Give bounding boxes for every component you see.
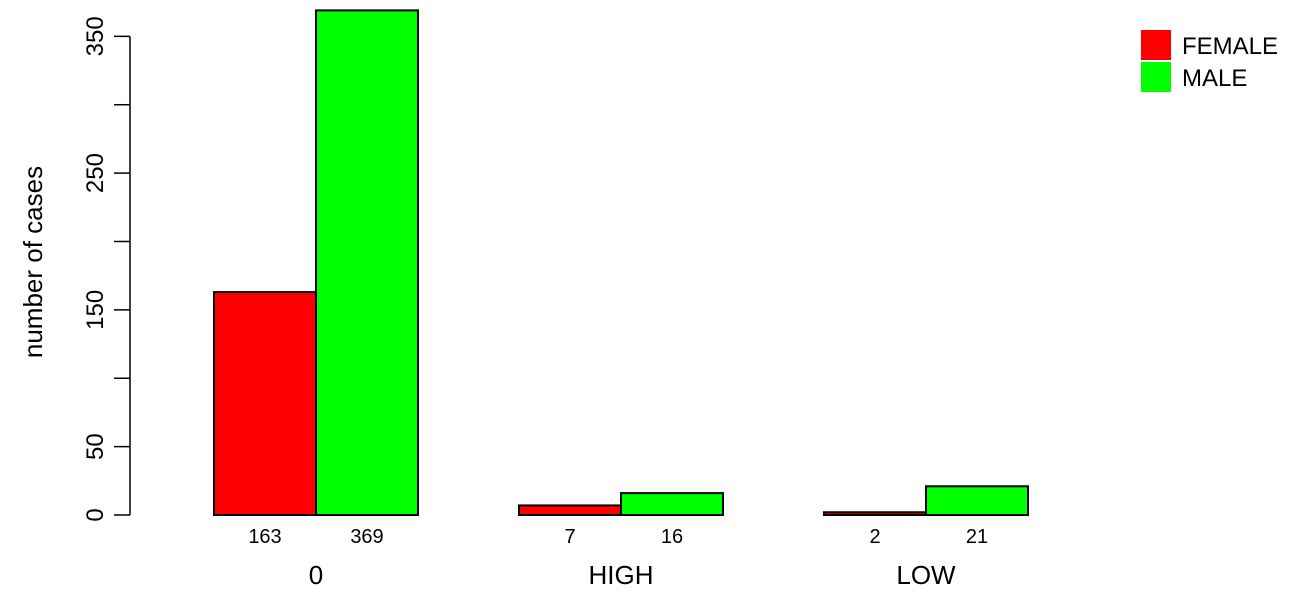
y-axis-title: number of cases bbox=[18, 166, 48, 358]
legend-swatch-male bbox=[1141, 62, 1171, 92]
y-tick-label: 0 bbox=[82, 508, 109, 521]
bar-female-0 bbox=[213, 291, 317, 516]
y-tick-label: 350 bbox=[82, 16, 109, 56]
legend-swatch-female bbox=[1141, 30, 1171, 60]
legend: FEMALE MALE bbox=[1141, 30, 1278, 92]
bars bbox=[213, 9, 1029, 517]
category-label: LOW bbox=[896, 560, 956, 590]
category-label: 0 bbox=[309, 560, 323, 590]
bar-male-high bbox=[620, 492, 724, 517]
bar-female-high bbox=[518, 504, 622, 517]
bar-value-label: 2 bbox=[869, 526, 880, 548]
bar-value-label: 369 bbox=[350, 526, 383, 548]
bar-male-low bbox=[925, 485, 1029, 516]
category-labels: 0 HIGH LOW bbox=[309, 560, 956, 590]
bar-value-label: 7 bbox=[564, 526, 575, 548]
category-label: HIGH bbox=[589, 560, 654, 590]
y-tick-label: 250 bbox=[82, 153, 109, 193]
y-tick-label: 50 bbox=[82, 433, 109, 460]
y-axis: 0 50 150 250 350 bbox=[82, 16, 131, 522]
bar-value-label: 21 bbox=[966, 526, 988, 548]
legend-label: MALE bbox=[1182, 65, 1247, 92]
bar-value-label: 163 bbox=[248, 526, 281, 548]
bar-value-label: 16 bbox=[661, 526, 683, 548]
value-labels: 163 369 7 16 2 21 bbox=[248, 526, 988, 548]
y-tick-label: 150 bbox=[82, 290, 109, 330]
bar-male-0 bbox=[315, 9, 419, 517]
bar-female-low bbox=[823, 511, 927, 517]
legend-label: FEMALE bbox=[1182, 33, 1278, 60]
